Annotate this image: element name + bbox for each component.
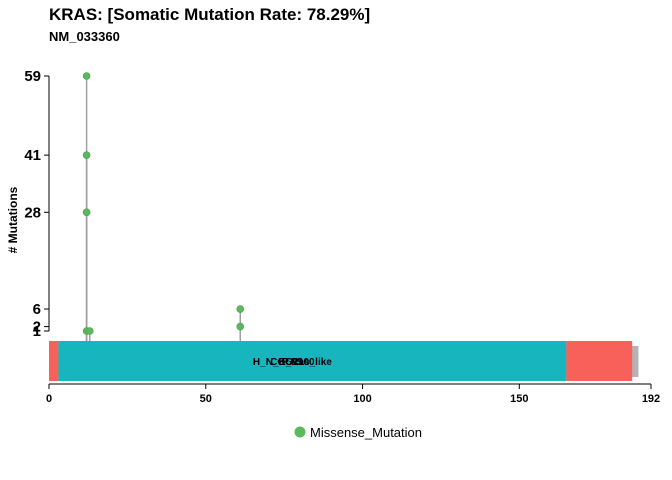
legend: Missense_Mutation (294, 425, 422, 440)
x-tick-label: 192 (642, 393, 660, 405)
legend-marker (294, 426, 306, 438)
mutation-point (85, 327, 94, 335)
x-tick-label: 100 (353, 393, 371, 405)
mutation-point (236, 322, 245, 331)
x-tick-label: 150 (510, 393, 528, 405)
chart-subtitle: NM_033360 (49, 29, 120, 44)
x-tick-label: 50 (200, 393, 212, 405)
y-tick-label: 2 (33, 319, 41, 336)
chart-title: KRAS: [Somatic Mutation Rate: 78.29%] (49, 5, 370, 24)
domain-label: COG1100 (270, 357, 315, 368)
y-tick-label: 41 (24, 147, 41, 164)
y-tick-label: 28 (24, 204, 41, 221)
domain-label: H_N_K_Ras_like (253, 357, 332, 368)
mutation-point (82, 72, 91, 80)
y-tick-label: 59 (24, 68, 41, 85)
y-tick-label: 6 (33, 301, 41, 318)
y-tick-label: 1 (33, 323, 41, 340)
mutation-point (236, 305, 245, 313)
y-axis-label: # Mutations (6, 186, 20, 253)
legend-label: Missense_Mutation (310, 425, 422, 440)
x-tick-label: 0 (46, 393, 52, 405)
plot-area: 126 28 41 59 0 50 100 150 192 H_N_K_Ras_likeRASCO… (24, 68, 660, 405)
protein-domain (566, 341, 633, 381)
domain-label: RAS (282, 357, 303, 368)
mutation-point (82, 208, 91, 217)
protein-domain (49, 341, 59, 381)
mutation-point (82, 151, 91, 159)
protein-domain (58, 341, 567, 381)
